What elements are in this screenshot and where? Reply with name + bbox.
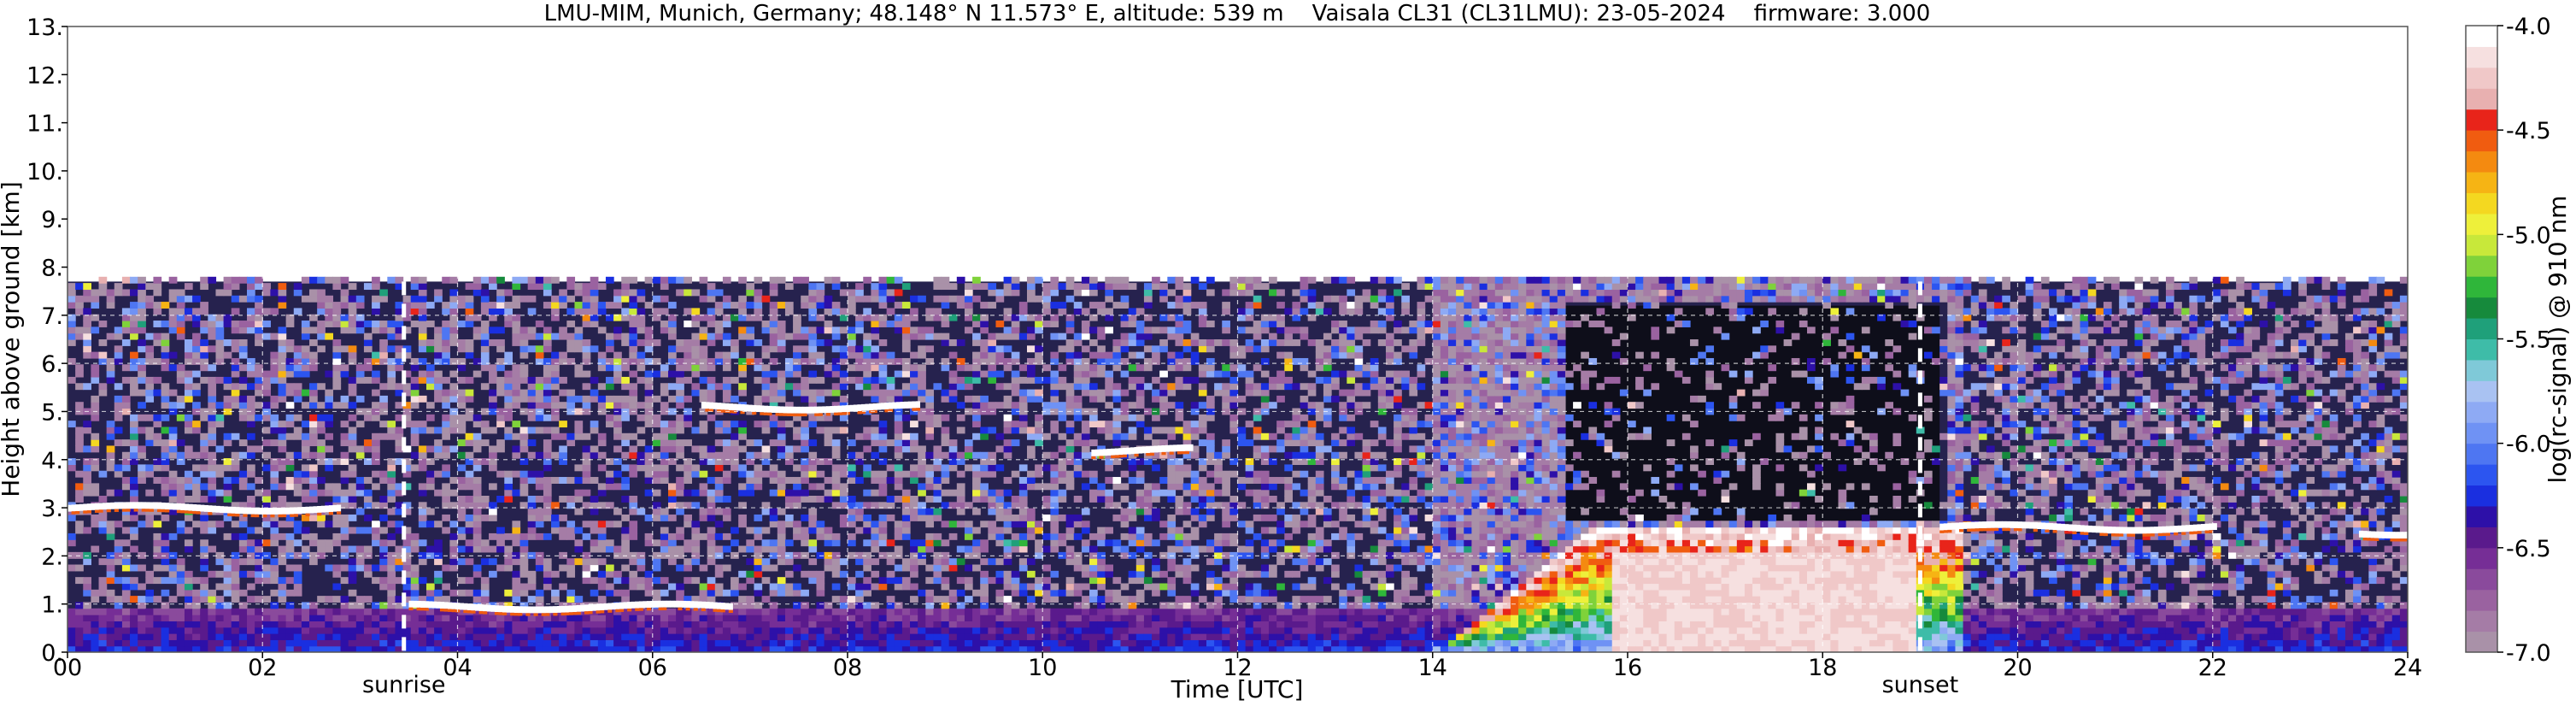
colorbar-swatch — [2466, 589, 2497, 611]
colorbar-swatch — [2466, 192, 2497, 215]
colorbar-swatch — [2466, 234, 2497, 256]
colorbar-swatch — [2466, 297, 2497, 319]
y-tick-label: 5. — [41, 399, 63, 426]
backscatter-heatmap — [67, 276, 2408, 652]
colorbar-swatch — [2466, 88, 2497, 110]
colorbar-swatch — [2466, 610, 2497, 632]
colorbar-swatch — [2466, 380, 2497, 403]
y-tick-label: 8. — [41, 256, 63, 282]
y-tick-label: 10. — [26, 159, 63, 185]
colorbar-swatch — [2466, 338, 2497, 361]
x-tick-label: 20 — [2003, 655, 2032, 681]
y-axis-label: Height above ground [km] — [0, 181, 25, 497]
y-tick-label: 12. — [26, 62, 63, 89]
colorbar-swatch — [2466, 318, 2497, 339]
x-tick-label: 10 — [1028, 655, 1057, 681]
colorbar-swatch — [2466, 631, 2497, 653]
colorbar-swatch — [2466, 547, 2497, 569]
x-tick-label: 12 — [1223, 655, 1252, 681]
colorbar-swatch — [2466, 67, 2497, 89]
colorbar-tick-label: -5.0 — [2506, 222, 2551, 249]
colorbar-swatch — [2466, 276, 2497, 298]
y-tick-label: 9. — [41, 207, 63, 233]
colorbar-swatch — [2466, 26, 2497, 47]
x-axis-label: Time [UTC] — [1171, 675, 1304, 703]
colorbar-swatch — [2466, 422, 2497, 444]
x-tick-label: 14 — [1418, 655, 1447, 681]
y-tick-label: 3. — [41, 496, 63, 522]
colorbar-swatch — [2466, 527, 2497, 549]
colorbar-swatch — [2466, 46, 2497, 68]
plot-area — [67, 26, 2408, 652]
x-axis-ticks: 00 02 04 06 08 10 12 14 16 18 20 22 24 — [53, 652, 2422, 681]
colorbar-swatch — [2466, 401, 2497, 423]
x-tick-label: 08 — [833, 655, 862, 681]
colorbar-label: log(rc-signal) @ 910 nm — [2544, 196, 2572, 484]
y-tick-label: 11. — [26, 111, 63, 138]
colorbar-swatch — [2466, 505, 2497, 527]
x-tick-label: 00 — [53, 655, 82, 681]
colorbar-tick-label: -6.0 — [2506, 432, 2551, 458]
colorbar-swatch — [2466, 464, 2497, 486]
event-labels: sunrise sunset — [362, 672, 1958, 698]
colorbar-swatch — [2466, 172, 2497, 193]
colorbar-swatch — [2466, 255, 2497, 277]
colorbar: -7.0 -6.5 -6.0 -5.5 -5.0 -4.5 -4.0 log(rc-sign… — [2465, 14, 2572, 667]
colorbar-tick-label: -4.5 — [2506, 118, 2551, 144]
y-tick-label: 0. — [41, 640, 63, 667]
colorbar-tick-label: -4.0 — [2506, 14, 2551, 40]
y-tick-label: 13. — [26, 15, 63, 41]
colorbar-swatch — [2466, 359, 2497, 381]
x-tick-label: 22 — [2198, 655, 2227, 681]
sunset-label: sunset — [1882, 672, 1959, 698]
x-tick-label: 24 — [2393, 655, 2422, 681]
colorbar-tick-label: -6.5 — [2506, 536, 2551, 562]
event-lines — [402, 281, 1922, 652]
y-tick-label: 4. — [41, 448, 63, 474]
colorbar-ticks: -7.0 -6.5 -6.0 -5.5 -5.0 -4.5 -4.0 — [2497, 14, 2551, 667]
x-tick-label: 02 — [248, 655, 277, 681]
x-tick-label: 16 — [1613, 655, 1642, 681]
x-tick-label: 18 — [1808, 655, 1837, 681]
colorbar-swatches — [2466, 26, 2497, 653]
chart-title: LMU-MIM, Munich, Germany; 48.148° N 11.5… — [544, 1, 1931, 26]
colorbar-swatch — [2466, 485, 2497, 507]
colorbar-swatch — [2466, 150, 2497, 173]
y-tick-label: 6. — [41, 351, 63, 378]
x-tick-label: 04 — [443, 655, 472, 681]
x-tick-label: 06 — [638, 655, 667, 681]
colorbar-swatch — [2466, 568, 2497, 591]
y-tick-label: 7. — [41, 303, 63, 330]
colorbar-tick-label: -7.0 — [2506, 640, 2551, 667]
y-tick-label: 1. — [41, 592, 63, 619]
colorbar-swatch — [2466, 130, 2497, 152]
colorbar-tick-label: -5.5 — [2506, 327, 2551, 354]
colorbar-swatch — [2466, 109, 2497, 131]
colorbar-swatch — [2466, 443, 2497, 465]
grid-lines — [67, 26, 2408, 652]
y-axis-ticks: 0. 1. 2. 3. 4. 5. 6. 7. 8. 9. 10. 11. 12. 13. — [26, 15, 67, 667]
y-tick-label: 2. — [41, 544, 63, 570]
sunrise-label: sunrise — [362, 672, 446, 698]
colorbar-swatch — [2466, 213, 2497, 235]
